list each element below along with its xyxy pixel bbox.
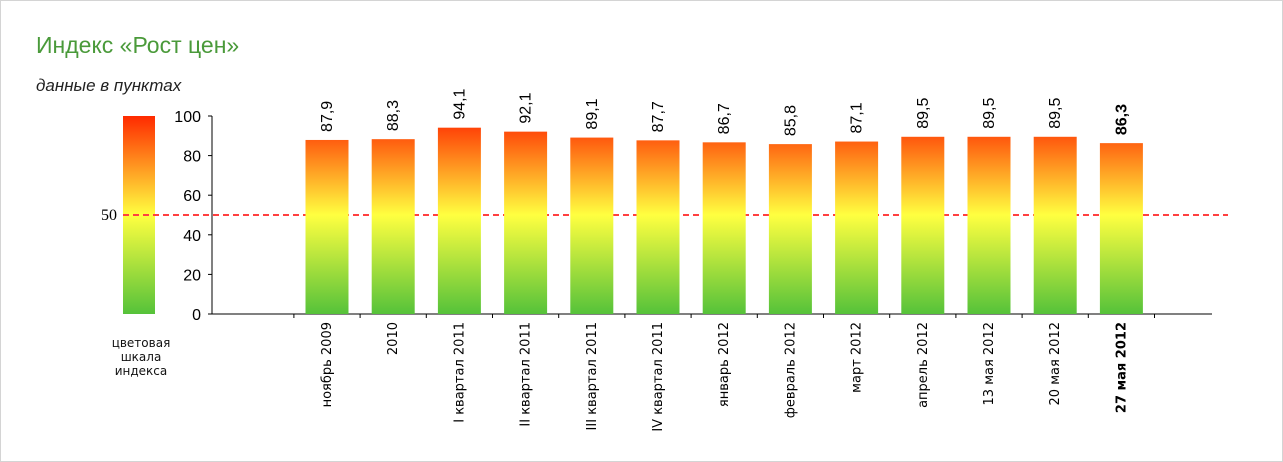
x-tick-label: февраль 2012 [783,322,798,418]
bar [437,127,481,314]
scale-caption-line: индекса [114,364,168,378]
bar-value-label: 89,5 [915,98,932,129]
x-tick-label: 20 мая 2012 [1048,322,1063,405]
color-scale-caption: цветовая шкала индекса [100,336,182,378]
bar [570,137,614,314]
bar [768,144,812,314]
bar-value-label: 86,3 [1113,104,1130,135]
bar-value-label: 89,5 [981,98,998,129]
y-tick-label: 60 [183,188,201,205]
y-tick-label: 0 [192,307,201,324]
bar [967,136,1011,314]
bar-value-label: 85,8 [782,105,799,136]
y-tick-label: 80 [183,149,201,166]
x-tick-label: 27 мая 2012 [1114,322,1129,413]
x-tick-label: IV квартал 2011 [651,322,666,432]
bar-value-label: 87,9 [319,101,336,132]
bar-value-label: 89,1 [584,98,601,129]
x-tick-label: январь 2012 [717,322,732,407]
scale-caption-line: шкала [120,350,162,364]
bar-value-label: 88,3 [385,100,402,131]
bar-value-label: 87,1 [849,102,866,133]
bar [901,136,945,314]
x-tick-label: II квартал 2011 [519,322,534,427]
x-tick-label: апрель 2012 [916,322,931,408]
bar-value-label: 89,5 [1047,98,1064,129]
bar [636,140,680,314]
x-tick-label: 13 мая 2012 [982,322,997,405]
bar [1033,136,1077,314]
x-tick-label: ноябрь 2009 [320,322,335,407]
x-tick-label: I квартал 2011 [452,322,467,423]
bar-value-label: 92,1 [518,92,535,123]
bar [702,142,746,314]
bar-value-label: 87,7 [650,101,667,132]
bar [835,141,879,314]
y-tick-label: 20 [183,267,201,284]
bar-value-label: 94,1 [451,88,468,119]
y-tick-label: 100 [174,109,201,126]
chart-title: Индекс «Рост цен» [36,32,240,58]
bar-value-label: 86,7 [716,103,733,134]
bar [371,139,415,314]
x-tick-label: III квартал 2011 [585,322,600,430]
bar [305,139,349,314]
bar [504,131,548,314]
threshold-label: 50 [101,207,117,224]
bar [1099,143,1143,314]
x-tick-label: март 2012 [850,322,865,393]
chart-subtitle: данные в пунктах [36,76,182,95]
scale-caption-line: цветовая [111,336,171,350]
x-tick-label: 2010 [386,322,401,355]
y-tick-label: 40 [183,228,201,245]
